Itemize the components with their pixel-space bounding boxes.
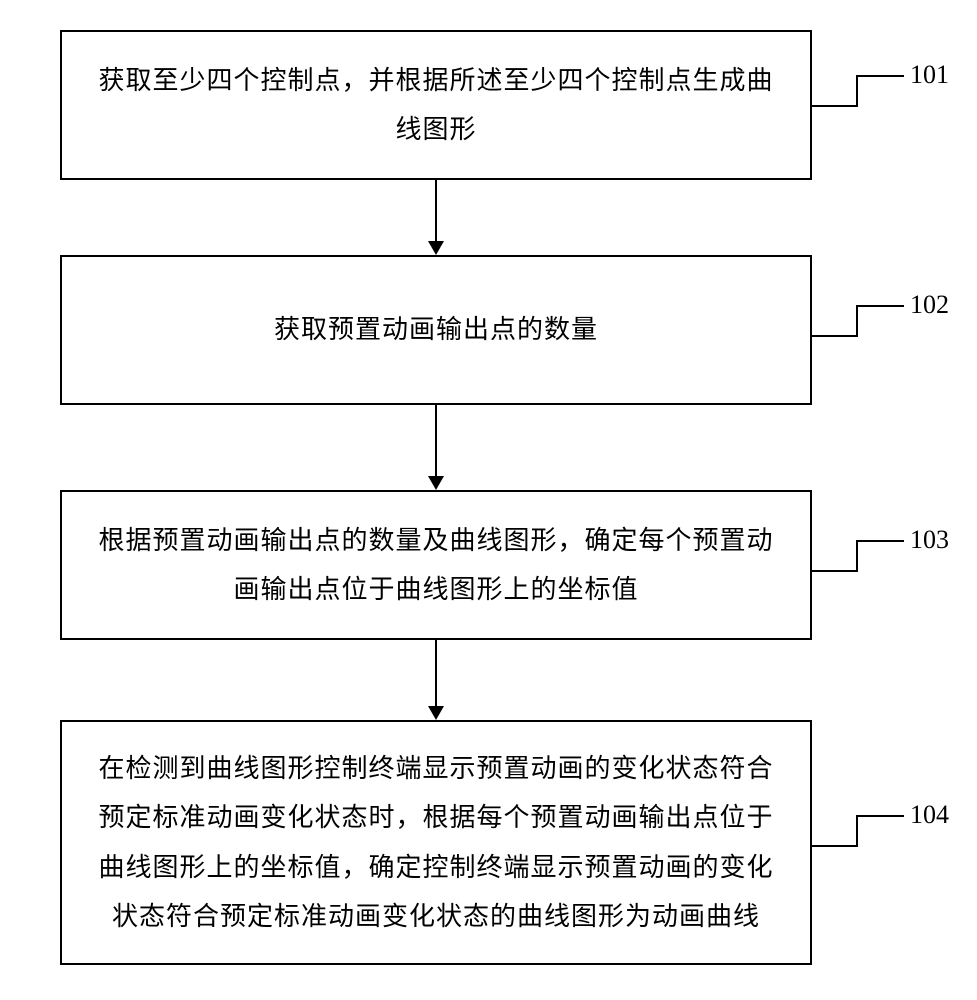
leader-4-h2 (856, 815, 904, 817)
flow-step-2-text: 获取预置动画输出点的数量 (274, 305, 598, 354)
leader-4-v (856, 815, 858, 847)
leader-2-v (856, 305, 858, 337)
flow-step-3: 根据预置动画输出点的数量及曲线图形，确定每个预置动画输出点位于曲线图形上的坐标值 (60, 490, 812, 640)
leader-1-h (812, 105, 858, 107)
step-label-3: 103 (910, 525, 949, 555)
leader-3-h (812, 570, 858, 572)
flowchart-canvas: 获取至少四个控制点，并根据所述至少四个控制点生成曲线图形 获取预置动画输出点的数… (0, 0, 977, 1000)
leader-1-h2 (856, 75, 904, 77)
step-label-4: 104 (910, 800, 949, 830)
leader-4-h (812, 845, 858, 847)
arrow-head-3-4 (428, 706, 444, 720)
flow-step-1-text: 获取至少四个控制点，并根据所述至少四个控制点生成曲线图形 (92, 56, 780, 155)
flow-step-1: 获取至少四个控制点，并根据所述至少四个控制点生成曲线图形 (60, 30, 812, 180)
step-label-2: 102 (910, 290, 949, 320)
arrow-3-4 (435, 640, 437, 706)
leader-2-h2 (856, 305, 904, 307)
flow-step-3-text: 根据预置动画输出点的数量及曲线图形，确定每个预置动画输出点位于曲线图形上的坐标值 (92, 516, 780, 615)
leader-1-v (856, 75, 858, 107)
flow-step-2: 获取预置动画输出点的数量 (60, 255, 812, 405)
arrow-head-2-3 (428, 476, 444, 490)
leader-2-h (812, 335, 858, 337)
flow-step-4-text: 在检测到曲线图形控制终端显示预置动画的变化状态符合预定标准动画变化状态时，根据每… (92, 744, 780, 942)
leader-3-h2 (856, 540, 904, 542)
arrow-head-1-2 (428, 241, 444, 255)
leader-3-v (856, 540, 858, 572)
flow-step-4: 在检测到曲线图形控制终端显示预置动画的变化状态符合预定标准动画变化状态时，根据每… (60, 720, 812, 965)
arrow-1-2 (435, 180, 437, 241)
arrow-2-3 (435, 405, 437, 476)
step-label-1: 101 (910, 60, 949, 90)
